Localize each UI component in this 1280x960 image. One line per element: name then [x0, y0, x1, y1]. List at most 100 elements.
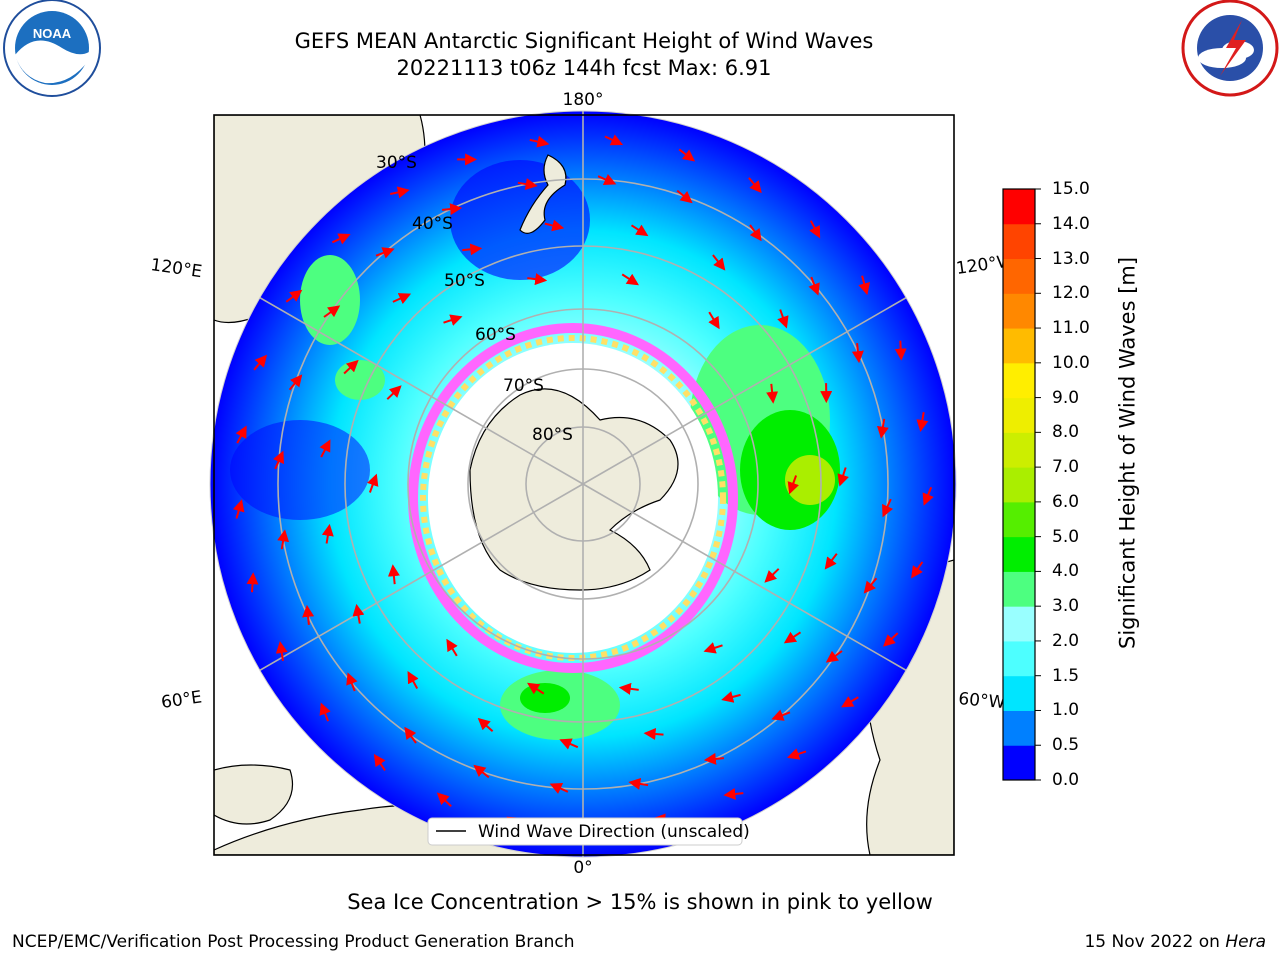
wave-direction-arrow	[375, 247, 395, 259]
wave-direction-arrow	[621, 273, 639, 286]
wave-direction-arrow	[837, 467, 849, 487]
colorbar-swatch	[1003, 362, 1035, 399]
colorbar-swatch	[1003, 606, 1035, 642]
wave-direction-arrow	[367, 473, 379, 493]
wave-direction-arrow	[597, 174, 617, 185]
wave-direction-arrow	[473, 764, 490, 779]
wave-direction-arrow	[285, 289, 303, 303]
colorbar-swatch	[1003, 189, 1035, 225]
wave-direction-arrow	[703, 752, 724, 765]
wave-direction-arrow	[443, 314, 463, 326]
colorbar-swatch	[1003, 710, 1035, 746]
colorbar	[1003, 188, 1041, 781]
wave-direction-arrow	[436, 792, 452, 808]
wave-direction-arrow	[331, 233, 351, 245]
colorbar-swatch	[1003, 223, 1035, 260]
colorbar-tick-label: 0.0	[1052, 770, 1080, 790]
colorbar-swatch	[1003, 536, 1035, 572]
wave-direction-arrow	[863, 577, 878, 594]
colorbar-tick-label: 7.0	[1052, 457, 1080, 478]
map-panel: Wind Wave Direction (unscaled) 180° 0° 1…	[149, 90, 1015, 878]
wave-direction-arrow	[544, 219, 565, 232]
colorbar-tick-label: 1.0	[1052, 700, 1080, 721]
wave-direction-arrow	[373, 753, 386, 771]
colorbar-tick-label: 13.0	[1052, 248, 1090, 269]
wave-direction-arrow	[288, 374, 303, 391]
wave-direction-arrow	[894, 340, 907, 361]
colorbar-tick-label: 11.0	[1052, 318, 1090, 339]
lat-label-80s: 80°S	[532, 425, 573, 445]
wind-wave-arrows	[232, 134, 934, 835]
wave-direction-arrow	[911, 561, 924, 579]
lat-label-50s: 50°S	[444, 271, 485, 291]
wave-direction-arrow	[404, 726, 417, 744]
wave-direction-arrow	[273, 450, 284, 470]
wave-direction-arrow	[446, 638, 458, 657]
noaa-logo-text: NOAA	[33, 26, 72, 41]
wave-direction-arrow	[787, 475, 799, 495]
chart-subtitle: 20221113 t06z 144h fcst Max: 6.91	[396, 56, 772, 80]
colorbar-swatch	[1003, 501, 1035, 538]
wave-direction-arrow	[529, 135, 550, 148]
sea-ice-note: Sea Ice Concentration > 15% is shown in …	[347, 890, 933, 914]
wave-direction-arrow	[389, 186, 410, 199]
colorbar-label: Significant Height of Wind Waves [m]	[1115, 256, 1140, 649]
wave-direction-arrow	[824, 553, 838, 570]
wave-direction-arrow	[628, 777, 649, 790]
wave-direction-arrow	[559, 738, 579, 750]
chart-title: GEFS MEAN Antarctic Significant Height o…	[294, 29, 874, 53]
graticule	[210, 111, 956, 857]
wave-direction-arrow	[678, 148, 696, 162]
lat-label-60s: 60°S	[475, 325, 516, 345]
colorbar-tick-label: 3.0	[1052, 596, 1080, 617]
wave-direction-arrow	[764, 568, 780, 583]
wave-direction-arrow	[407, 670, 419, 689]
lon-label-60e: 60°E	[160, 687, 203, 712]
legend-label: Wind Wave Direction (unscaled)	[478, 822, 750, 842]
wave-direction-arrow	[246, 572, 259, 593]
colorbar-swatch	[1003, 293, 1035, 329]
wave-direction-arrow	[527, 273, 548, 286]
wave-direction-arrow	[808, 276, 820, 296]
wave-direction-arrow	[916, 412, 929, 432]
wave-direction-arrow	[771, 709, 791, 721]
footer-machine: Hera	[1225, 932, 1266, 952]
colorbar-tick-label: 2.0	[1052, 630, 1080, 651]
colorbar-tick-label: 12.0	[1052, 283, 1090, 304]
wave-direction-arrow	[604, 134, 624, 146]
wave-direction-arrow	[527, 682, 545, 695]
colorbar-tick-label: 0.5	[1052, 735, 1080, 756]
wave-direction-arrow	[777, 309, 789, 329]
wave-direction-arrow	[712, 254, 726, 271]
wave-direction-arrow	[346, 672, 358, 692]
wave-direction-arrow	[517, 178, 538, 191]
wave-direction-arrow	[851, 343, 864, 364]
wave-direction-arrow	[277, 529, 290, 550]
wave-direction-arrow	[477, 717, 494, 732]
colorbar-swatch	[1003, 640, 1035, 677]
wave-direction-arrow	[676, 189, 693, 204]
footer-date: 15 Nov 2022 on Hera	[1084, 932, 1266, 952]
wave-direction-arrow	[232, 499, 245, 519]
wave-direction-arrow	[462, 243, 483, 256]
colorbar-tick-label: 6.0	[1052, 491, 1080, 512]
wave-direction-arrow	[749, 224, 762, 242]
wave-direction-arrow	[386, 385, 402, 400]
lat-label-40s: 40°S	[412, 214, 453, 234]
new-zealand-land	[519, 154, 567, 234]
colorbar-tick-label: 4.0	[1052, 561, 1080, 582]
wave-direction-arrow	[783, 631, 802, 644]
wave-direction-arrow	[841, 696, 859, 708]
wave-direction-arrow	[235, 425, 247, 444]
map-legend: Wind Wave Direction (unscaled)	[427, 817, 750, 846]
colorbar-swatch	[1003, 258, 1035, 294]
wave-direction-arrow	[392, 293, 412, 305]
wave-direction-arrow	[319, 702, 331, 722]
wave-direction-arrow	[323, 305, 341, 318]
noaa-logo: NOAA	[3, 0, 101, 97]
wave-direction-arrow	[549, 783, 569, 794]
wave-direction-arrow	[787, 748, 807, 760]
wave-direction-arrow	[858, 275, 870, 296]
colorbar-tick-label: 15.0	[1052, 179, 1090, 199]
